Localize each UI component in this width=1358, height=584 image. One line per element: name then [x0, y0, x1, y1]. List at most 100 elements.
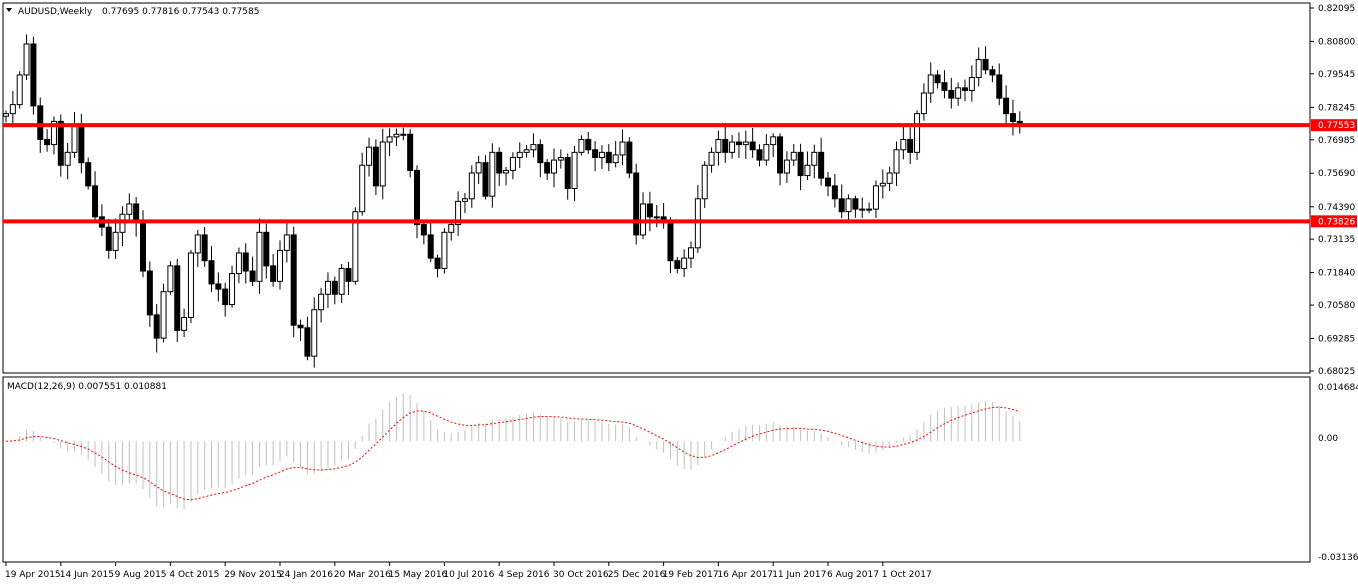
price-tick-label: 0.69285	[1318, 334, 1355, 344]
time-tick-label: 25 Dec 2016	[608, 570, 666, 580]
bullish-candle	[804, 164, 811, 177]
bullish-candle	[571, 151, 578, 189]
bullish-candle	[181, 316, 188, 331]
bullish-candle	[811, 151, 818, 166]
bullish-candle	[845, 198, 852, 213]
macd-panel	[2, 376, 1311, 563]
bearish-candle	[414, 169, 420, 226]
price-tick-label: 0.68025	[1318, 367, 1355, 377]
bullish-candle	[468, 172, 475, 200]
bullish-candle	[968, 77, 975, 91]
bearish-candle	[420, 224, 427, 236]
bullish-candle	[688, 247, 694, 259]
bearish-candle	[605, 151, 612, 164]
bullish-candle	[455, 200, 462, 226]
bearish-candle	[85, 162, 92, 187]
bullish-candle	[770, 136, 777, 146]
bearish-candle	[838, 198, 845, 213]
bullish-candle	[859, 208, 866, 211]
bearish-candle	[646, 203, 653, 218]
bullish-candle	[338, 267, 345, 295]
bullish-candle	[16, 74, 23, 106]
bearish-candle	[777, 136, 784, 174]
price-axis: 0.82095 0.80800 0.79545 0.78245 0.76985 0.756…	[1310, 4, 1355, 377]
bullish-candle	[194, 234, 201, 254]
bullish-candle	[516, 151, 523, 159]
bearish-candle	[825, 177, 831, 187]
symbol-label: AUDUSD,Weekly	[18, 7, 93, 17]
bullish-candle	[619, 141, 626, 156]
bullish-candle	[729, 141, 736, 153]
bearish-candle	[297, 324, 304, 329]
bearish-candle	[831, 185, 838, 200]
price-tick-label: 0.74390	[1318, 203, 1355, 213]
bullish-candle	[715, 138, 722, 153]
bearish-candle	[722, 138, 729, 153]
bullish-candle	[475, 162, 482, 174]
bearish-candle	[996, 74, 1003, 99]
bullish-candle	[598, 151, 605, 159]
time-tick-label: 15 May 2016	[389, 570, 448, 580]
time-tick-label: 24 Jan 2016	[279, 570, 333, 580]
bearish-candle	[105, 226, 112, 251]
bullish-candle	[3, 113, 9, 117]
time-axis: 19 Apr 2015 14 Jun 2015 9 Aug 2015 4 Oct 20…	[5, 562, 932, 580]
horizontal-lines-layer: 0.77553 0.73826	[3, 119, 1357, 228]
bullish-candle	[160, 291, 167, 339]
bearish-candle	[222, 288, 229, 306]
macd-label: MACD(12,26,9) 0.007551 0.010881	[7, 382, 167, 392]
bearish-candle	[37, 105, 44, 140]
bearish-candle	[496, 151, 503, 174]
bearish-candle	[427, 234, 434, 259]
bearish-candle	[304, 327, 311, 357]
bullish-candle	[229, 273, 236, 306]
bearish-candle	[989, 69, 996, 76]
bullish-candle	[955, 87, 962, 99]
bullish-candle	[400, 133, 407, 136]
bearish-candle	[1009, 113, 1016, 122]
bearish-candle	[674, 260, 681, 269]
time-tick-label: 10 Jul 2016	[443, 570, 494, 580]
bullish-candle	[530, 144, 537, 151]
bearish-candle	[146, 270, 153, 316]
bullish-candle	[742, 141, 749, 146]
bearish-candle	[57, 120, 64, 166]
dropdown-triangle-icon[interactable]	[6, 8, 12, 12]
bearish-candle	[372, 146, 379, 187]
price-tick-label: 0.80800	[1318, 37, 1355, 47]
bearish-candle	[270, 265, 277, 282]
time-tick-label: 11 Jun 2017	[772, 570, 826, 580]
bearish-candle	[735, 141, 742, 146]
bearish-candle	[153, 314, 160, 339]
bearish-candle	[592, 149, 599, 159]
price-tick-label: 0.76985	[1318, 136, 1355, 146]
price-tag-label: 0.77553	[1318, 121, 1355, 131]
bullish-candle	[64, 151, 71, 166]
bearish-candle	[30, 43, 37, 107]
bullish-candle	[126, 203, 133, 215]
bullish-candle	[866, 208, 873, 211]
bullish-candle	[927, 74, 934, 94]
bearish-candle	[934, 74, 941, 84]
bullish-candle	[914, 113, 921, 153]
bearish-candle	[948, 89, 955, 99]
price-panel	[2, 2, 1311, 374]
bullish-candle	[352, 211, 359, 282]
price-tick-label: 0.73135	[1318, 235, 1355, 245]
bullish-candle	[311, 309, 318, 357]
bullish-candle	[612, 154, 619, 164]
bearish-candle	[133, 203, 140, 223]
bearish-candle	[263, 231, 270, 267]
bearish-candle	[818, 151, 825, 179]
price-tick-label: 0.71840	[1318, 269, 1355, 279]
bullish-candle	[900, 138, 907, 151]
bullish-candle	[557, 157, 564, 161]
bullish-candle	[441, 231, 448, 269]
bullish-candle	[681, 257, 688, 269]
bearish-candle	[201, 234, 208, 262]
time-tick-label: 20 Mar 2016	[334, 570, 391, 580]
bullish-candle	[359, 164, 366, 213]
ohlc-values: 0.77695 0.77816 0.77543 0.77585	[102, 7, 259, 17]
time-tick-label: 19 Apr 2015	[5, 570, 61, 580]
bullish-candle	[167, 265, 174, 293]
